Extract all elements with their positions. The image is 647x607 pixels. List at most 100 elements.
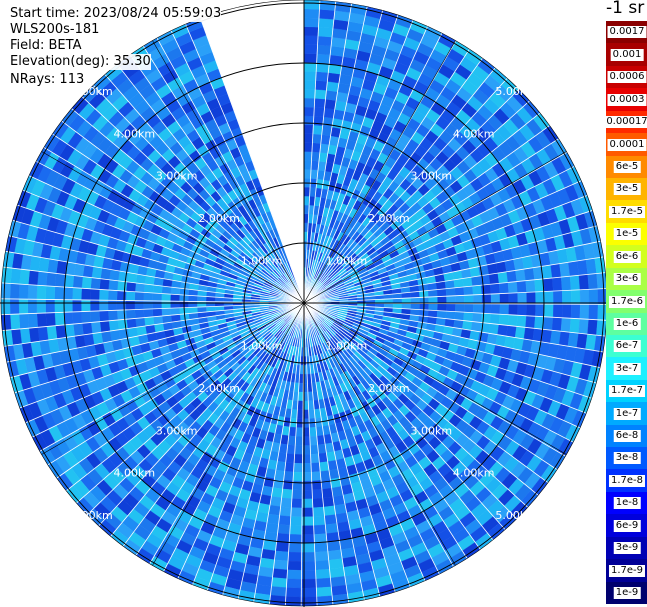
range-gate-cell <box>285 453 295 464</box>
range-gate-cell <box>314 551 329 562</box>
colorbar-level: 1.7e-6 <box>606 290 647 313</box>
range-gate-cell <box>91 266 103 279</box>
range-gate-cell <box>578 274 590 290</box>
range-gate-cell <box>126 318 137 329</box>
range-gate-cell <box>196 301 207 308</box>
colorbar-level-label: 0.0006 <box>607 71 647 84</box>
range-gate-cell <box>143 283 154 294</box>
range-gate-cell <box>514 326 526 340</box>
colorbar-level: 1e-5 <box>606 222 647 246</box>
range-gate-cell <box>472 294 483 304</box>
range-gate-cell <box>544 290 554 305</box>
range-gate-cell <box>543 277 554 292</box>
range-gate-cell <box>309 435 318 446</box>
range-gate-cell <box>578 318 589 335</box>
range-gate-cell <box>526 303 536 317</box>
range-gate-cell <box>303 62 317 72</box>
range-gate-cell <box>81 322 93 336</box>
range-gate-cell <box>454 286 465 296</box>
range-gate-cell <box>463 312 474 322</box>
colorbar-level-label: 1e-8 <box>613 497 641 510</box>
range-gate-cell <box>314 89 327 100</box>
nrays-label: NRays: 113 <box>10 72 85 88</box>
colorbar-level-label: 1.7e-8 <box>608 474 646 487</box>
colorbar-level-label: 1e-5 <box>613 228 641 241</box>
range-gate-cell <box>27 284 38 300</box>
range-gate-cell <box>317 26 334 38</box>
range-gate-cell <box>303 0 321 10</box>
range-gate-cell <box>81 288 91 301</box>
range-gate-cell <box>507 281 518 294</box>
range-gate-cell <box>205 301 216 307</box>
range-gate-cell <box>45 299 55 314</box>
range-gate-cell <box>28 270 39 286</box>
range-gate-cell <box>295 427 303 437</box>
range-gate-cell <box>46 325 58 341</box>
range-gate-cell <box>99 278 110 291</box>
range-gate-cell <box>312 506 325 517</box>
range-gate-cell <box>516 280 527 293</box>
range-gate-cell <box>73 323 84 337</box>
range-gate-cell <box>317 35 333 47</box>
range-gate-cell <box>134 291 145 301</box>
range-gate-cell <box>303 8 320 19</box>
range-gate-cell <box>37 326 49 342</box>
range-gate-cell <box>291 498 303 509</box>
range-gate-cell <box>553 290 563 305</box>
range-gate-cell <box>296 409 304 420</box>
range-gate-cell <box>525 279 536 293</box>
colorbar-level: 3e-7 <box>606 357 647 381</box>
range-gate-cell <box>72 275 83 289</box>
range-gate-cell <box>311 142 321 153</box>
range-gate-cell <box>321 487 334 499</box>
range-gate-cell <box>455 295 465 304</box>
colorbar-level: 6e-5 <box>606 155 647 179</box>
range-gate-cell <box>27 299 37 314</box>
range-gate-cell <box>312 124 323 135</box>
range-gate-cell <box>516 315 527 328</box>
range-gate-cell <box>63 299 73 313</box>
range-ring-label: 2.00km <box>198 212 240 225</box>
range-ring-label: 3.00km <box>156 170 198 183</box>
range-gate-cell <box>472 303 483 314</box>
range-gate-cell <box>285 596 302 607</box>
range-gate-cell <box>526 291 536 305</box>
range-gate-cell <box>295 436 303 446</box>
range-gate-cell <box>90 321 102 334</box>
range-gate-cell <box>283 471 294 482</box>
range-gate-cell <box>188 295 198 302</box>
range-gate-cell <box>214 301 225 307</box>
range-gate-cell <box>0 282 11 300</box>
range-gate-cell <box>445 310 456 320</box>
colorbar-level: 3e-8 <box>606 447 647 470</box>
range-gate-cell <box>315 80 328 91</box>
range-gate-cell <box>55 324 67 339</box>
elevation-label: Elevation(deg): 35.30 <box>10 54 151 70</box>
range-gate-cell <box>284 462 295 473</box>
range-gate-cell <box>152 308 163 317</box>
range-gate-cell <box>523 327 535 341</box>
colorbar-level: 3e-6 <box>606 267 647 291</box>
range-gate-cell <box>310 160 320 171</box>
range-gate-cell <box>285 587 302 598</box>
range-gate-cell <box>326 540 342 552</box>
colorbar-level: 0.0017 <box>606 21 647 44</box>
range-gate-cell <box>81 276 92 289</box>
range-gate-cell <box>490 283 500 295</box>
colorbar-level-label: 6e-7 <box>613 340 641 353</box>
range-gate-cell <box>311 151 321 162</box>
range-gate-cell <box>271 577 288 588</box>
range-gate-cell <box>303 160 312 170</box>
range-gate-cell <box>98 299 109 312</box>
range-gate-cell <box>9 283 20 300</box>
range-gate-cell <box>9 298 20 315</box>
range-gate-cell <box>99 310 109 322</box>
range-ring-label: 4.00km <box>453 127 495 140</box>
range-gate-cell <box>286 444 296 455</box>
range-gate-cell <box>161 293 171 302</box>
range-gate-cell <box>303 186 311 197</box>
range-gate-cell <box>270 586 287 597</box>
range-gate-cell <box>517 292 527 305</box>
range-gate-cell <box>320 470 331 481</box>
range-gate-cell <box>508 292 519 305</box>
